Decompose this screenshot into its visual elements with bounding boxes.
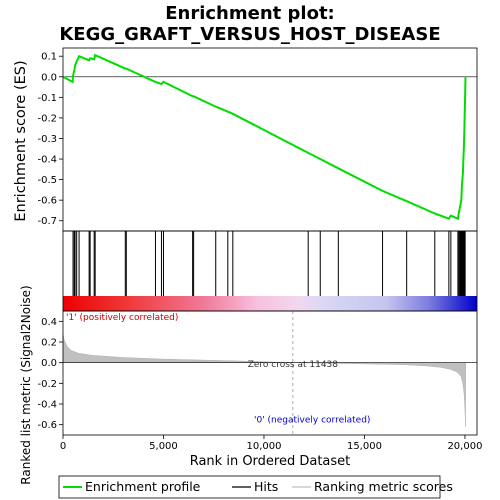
es-y-tick-label: 0.0: [41, 72, 57, 83]
es-y-tick-label: -0.4: [37, 155, 57, 166]
es-panel: 0.1 0.0 -0.1 -0.2 -0.3 -0.4 -0.5 -0.6 -0.7: [37, 47, 478, 232]
hit-markers: [72, 231, 466, 296]
metric-y-tick-label: -0.4: [37, 400, 57, 411]
chart-title-line2: KEGG_GRAFT_VERSUS_HOST_DISEASE: [59, 24, 440, 45]
es-y-tick-label: -0.3: [37, 134, 57, 145]
x-axis-label: Rank in Ordered Dataset: [190, 454, 351, 469]
metric-y-ticks: 0.4 0.2 0.0 -0.2 -0.4 -0.6: [37, 317, 63, 431]
es-y-tick-label: -0.1: [37, 93, 57, 104]
es-y-axis-label: Enrichment score (ES): [13, 60, 29, 221]
rank-color-bar: [63, 296, 477, 311]
metric-y-axis-label: Ranked list metric (Signal2Noise): [19, 285, 33, 484]
zero-cross-label: Zero cross at 11438: [248, 360, 339, 370]
legend-label-enrichment: Enrichment profile: [85, 479, 201, 494]
legend: Enrichment profile Hits Ranking metric s…: [58, 475, 453, 499]
metric-y-tick-label: 0.2: [41, 338, 57, 349]
x-tick-label: 10,000: [246, 441, 281, 452]
es-y-tick-label: -0.2: [37, 113, 57, 124]
x-tick-label: 5,000: [149, 441, 178, 452]
hits-panel: [62, 230, 478, 312]
metric-y-tick-label: 0.0: [41, 358, 57, 369]
es-panel-frame: [62, 47, 478, 232]
x-tick-label: 0: [60, 441, 66, 452]
x-tick-label: 20,000: [447, 441, 482, 452]
metric-y-tick-label: -0.6: [37, 420, 57, 431]
metric-y-tick-label: -0.2: [37, 379, 57, 390]
es-y-ticks: 0.1 0.0 -0.1 -0.2 -0.3 -0.4 -0.5 -0.6 -0.7: [37, 52, 63, 227]
legend-label-hits: Hits: [254, 479, 278, 494]
metric-y-tick-label: 0.4: [41, 317, 57, 328]
es-y-tick-label: -0.5: [37, 175, 57, 186]
positive-correlation-label: '1' (positively correlated): [66, 313, 178, 323]
metric-panel: Zero cross at 11438 '1' (positively corr…: [37, 310, 482, 452]
ranking-metric-area: [62, 333, 466, 427]
x-tick-label: 15,000: [347, 441, 382, 452]
legend-label-metric: Ranking metric scores: [314, 479, 453, 494]
chart-title-line1: Enrichment plot:: [165, 3, 335, 24]
es-y-tick-label: -0.6: [37, 196, 57, 207]
metric-panel-frame: [62, 310, 478, 436]
metric-x-ticks: 0 5,000 10,000 15,000 20,000: [60, 435, 482, 452]
es-profile-line: [62, 53, 467, 221]
negative-correlation-label: '0' (negatively correlated): [254, 416, 370, 426]
es-y-tick-label: 0.1: [41, 52, 57, 63]
es-y-tick-label: -0.7: [37, 216, 57, 227]
